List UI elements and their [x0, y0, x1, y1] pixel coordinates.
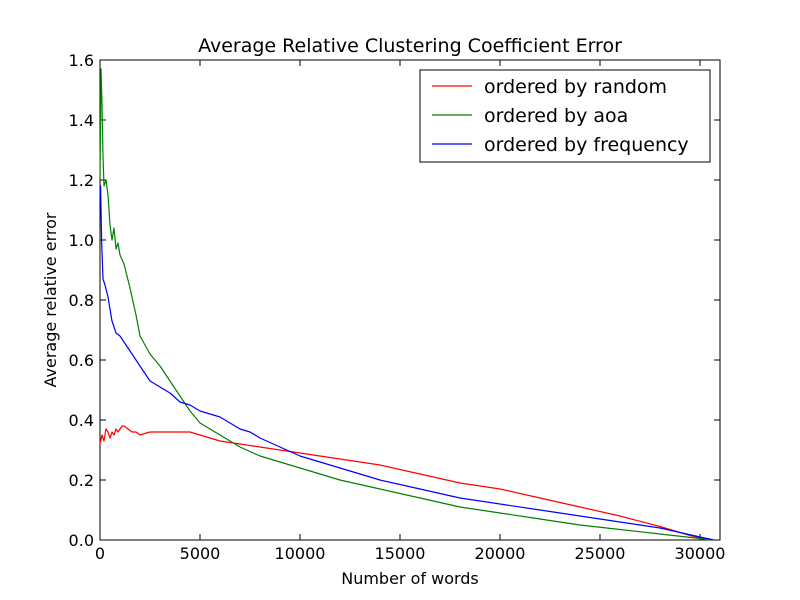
x-tick-label: 30000 — [675, 544, 726, 563]
series-line-1 — [99, 425, 711, 541]
y-tick-label: 1.0 — [69, 231, 94, 250]
legend-box — [419, 69, 711, 163]
y-axis-label: Average relative error — [41, 212, 60, 387]
chart-title: Average Relative Clustering Coefficient … — [198, 35, 622, 57]
series-lines — [99, 68, 715, 541]
x-tick-label: 20000 — [475, 544, 526, 563]
y-tick-label: 0.0 — [69, 531, 94, 550]
y-tick-label: 0.4 — [69, 411, 94, 430]
series-line-2 — [99, 68, 711, 541]
y-tick-label: 1.4 — [69, 111, 94, 130]
legend-label: ordered by aoa — [484, 105, 628, 127]
series-line-3 — [99, 185, 715, 541]
y-tick-label: 0.8 — [69, 291, 94, 310]
x-tick-label: 10000 — [275, 544, 326, 563]
y-axis: 0.0 0.2 0.4 0.6 0.8 1.0 1.2 1.4 1.6 — [69, 51, 720, 550]
x-axis: 0 5000 10000 15000 20000 25000 30000 — [95, 60, 726, 563]
legend: ordered by random ordered by aoa ordered b… — [419, 69, 711, 163]
x-tick-label: 25000 — [575, 544, 626, 563]
legend-label: ordered by frequency — [484, 134, 689, 156]
y-tick-label: 1.2 — [69, 171, 94, 190]
y-tick-label: 1.6 — [69, 51, 94, 70]
x-tick-label: 0 — [95, 544, 105, 563]
x-axis-label: Number of words — [341, 569, 479, 588]
legend-label: ordered by random — [484, 76, 667, 98]
x-tick-label: 15000 — [375, 544, 426, 563]
y-tick-label: 0.6 — [69, 351, 94, 370]
y-tick-label: 0.2 — [69, 471, 94, 490]
x-tick-label: 5000 — [180, 544, 221, 563]
